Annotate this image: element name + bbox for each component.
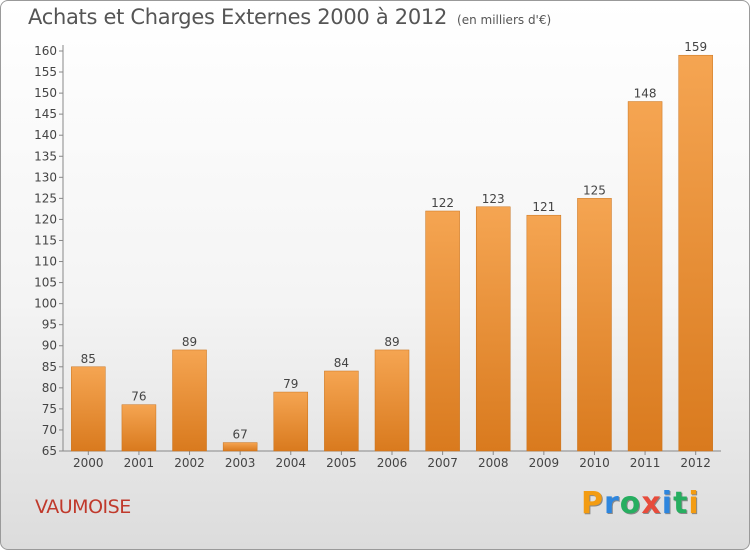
y-tick-label: 95	[42, 318, 57, 332]
bar	[172, 349, 207, 452]
logo-letter: r	[604, 486, 620, 521]
bar	[121, 404, 157, 452]
x-tick-label: 2011	[630, 456, 661, 470]
x-tick-label: 2003	[225, 456, 256, 470]
logo-letter: i	[661, 486, 674, 521]
bar-value-label: 148	[634, 87, 657, 101]
bar-value-label: 76	[131, 390, 146, 404]
logo-letter: t	[673, 486, 689, 521]
x-tick-label: 2006	[377, 456, 408, 470]
commune-name: VAUMOISE	[35, 496, 131, 518]
bar-value-label: 84	[334, 356, 349, 370]
y-tick-label: 125	[34, 191, 57, 205]
x-tick-label: 2008	[478, 456, 509, 470]
bar-value-label: 125	[583, 183, 606, 197]
x-tick-label: 2009	[529, 456, 560, 470]
bar-value-label: 79	[283, 377, 298, 391]
x-tick-label: 2010	[579, 456, 610, 470]
y-tick-label: 130	[34, 170, 57, 184]
bar-value-label: 121	[532, 200, 555, 214]
y-tick-label: 70	[42, 423, 57, 437]
proxiti-logo: Proxiti	[581, 486, 700, 521]
bar	[71, 366, 106, 452]
bar-value-label: 67	[233, 428, 248, 442]
y-tick-label: 145	[34, 107, 57, 121]
bar	[425, 210, 460, 452]
y-tick-label: 120	[34, 212, 57, 226]
y-tick-label: 75	[42, 402, 57, 416]
bar	[222, 442, 258, 452]
y-tick-label: 85	[42, 360, 57, 374]
y-tick-label: 135	[34, 149, 57, 163]
bar	[273, 391, 309, 452]
logo-letter: P	[581, 486, 604, 521]
x-tick-label: 2004	[275, 456, 306, 470]
y-tick-label: 100	[34, 297, 57, 311]
logo-letter: i	[688, 486, 700, 521]
x-tick-label: 2007	[427, 456, 458, 470]
y-tick-label: 160	[34, 44, 57, 58]
y-tick-label: 65	[42, 444, 57, 458]
bar-value-label: 159	[684, 40, 707, 54]
bar	[627, 101, 663, 452]
chart-title-block: Achats et Charges Externes 2000 à 2012 (e…	[28, 5, 551, 29]
unit-note: (en milliers d'€)	[457, 13, 552, 27]
bar-value-label: 122	[431, 196, 454, 210]
chart-title: Achats et Charges Externes 2000 à 2012	[28, 5, 448, 29]
y-tick-label: 140	[34, 128, 57, 142]
bar	[324, 370, 359, 452]
y-tick-label: 90	[42, 339, 57, 353]
x-tick-label: 2001	[124, 456, 155, 470]
y-tick-label: 105	[34, 276, 57, 290]
bar-value-label: 123	[482, 192, 505, 206]
x-tick-label: 2012	[680, 456, 711, 470]
logo-letter: o	[619, 486, 642, 521]
bar	[526, 214, 562, 452]
bar	[577, 198, 612, 452]
y-tick-label: 115	[34, 233, 57, 247]
x-tick-label: 2002	[174, 456, 205, 470]
bar-value-label: 89	[182, 335, 197, 349]
y-tick-label: 155	[34, 65, 57, 79]
bar-value-label: 85	[81, 352, 96, 366]
bar	[678, 54, 713, 452]
bar	[475, 206, 511, 452]
bar	[374, 349, 410, 452]
y-tick-label: 110	[34, 255, 57, 269]
bar-value-label: 89	[384, 335, 399, 349]
y-tick-label: 80	[42, 381, 57, 395]
logo-letter: x	[641, 486, 662, 521]
y-tick-label: 150	[34, 86, 57, 100]
x-tick-label: 2000	[73, 456, 104, 470]
x-tick-label: 2005	[326, 456, 357, 470]
